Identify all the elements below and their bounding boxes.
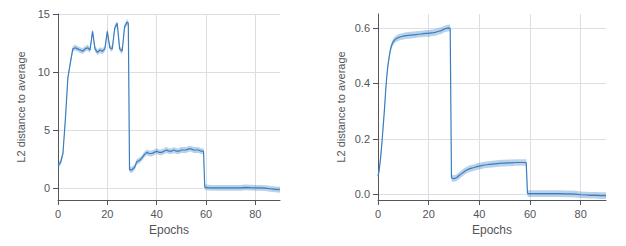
svg-text:0: 0 — [55, 208, 61, 220]
svg-text:40: 40 — [473, 208, 485, 220]
svg-text:0: 0 — [44, 182, 50, 194]
svg-text:0.4: 0.4 — [355, 77, 370, 89]
svg-text:0: 0 — [375, 208, 381, 220]
svg-text:80: 80 — [249, 208, 261, 220]
svg-text:0.0: 0.0 — [355, 188, 370, 200]
svg-text:0.6: 0.6 — [355, 22, 370, 34]
svg-text:80: 80 — [575, 208, 587, 220]
svg-text:15: 15 — [38, 8, 50, 20]
svg-text:Epochs: Epochs — [472, 223, 512, 237]
svg-text:Epochs: Epochs — [149, 223, 189, 237]
svg-text:20: 20 — [101, 208, 113, 220]
svg-text:L2 distance to average: L2 distance to average — [335, 51, 347, 162]
svg-text:10: 10 — [38, 66, 50, 78]
svg-text:60: 60 — [524, 208, 536, 220]
svg-text:60: 60 — [200, 208, 212, 220]
svg-text:5: 5 — [44, 124, 50, 136]
svg-text:0.2: 0.2 — [355, 133, 370, 145]
svg-text:L2 distance to average: L2 distance to average — [15, 51, 27, 162]
svg-text:40: 40 — [151, 208, 163, 220]
svg-text:20: 20 — [423, 208, 435, 220]
